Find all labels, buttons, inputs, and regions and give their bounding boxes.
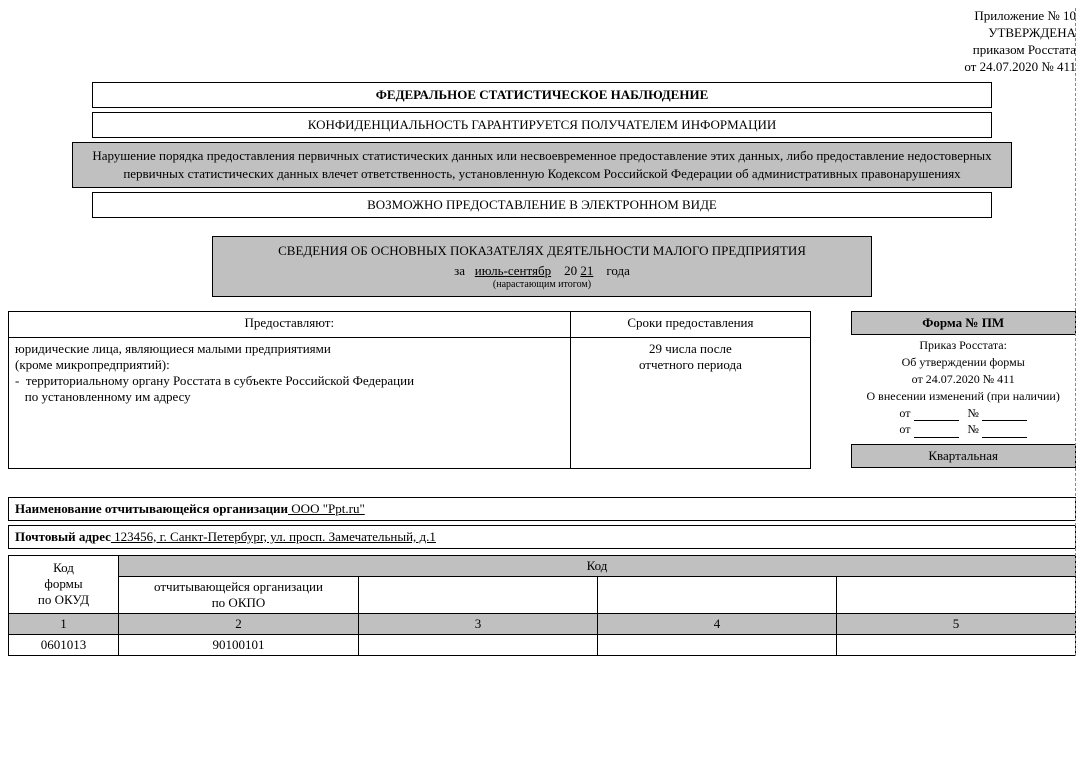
okud-header: Код формы по ОКУД xyxy=(9,555,119,613)
num-2: 2 xyxy=(119,613,359,634)
utv-label: Об утверждении формы xyxy=(851,354,1076,371)
code-h5 xyxy=(837,576,1076,613)
right-info: Приказ Росстата: Об утверждении формы от… xyxy=(851,337,1076,438)
period-month: июль-сентябр xyxy=(475,263,551,278)
approved-line: УТВЕРЖДЕНА xyxy=(8,25,1076,42)
org-addr-row: Почтовый адрес 123456, г. Санкт-Петербур… xyxy=(8,525,1076,549)
who-line-3: - территориальному органу Росстата в суб… xyxy=(15,373,564,389)
period-year: 21 xyxy=(580,263,593,278)
code-table: Код формы по ОКУД Код отчитывающейся орг… xyxy=(8,555,1076,656)
num-4: 4 xyxy=(598,613,837,634)
org-addr-value: 123456, г. Санкт-Петербург, ул. просп. З… xyxy=(111,529,436,544)
period-note: (нарастающим итогом) xyxy=(219,279,865,290)
za-label: за xyxy=(454,263,465,278)
deadline-cell: 29 числа после отчетного периода xyxy=(570,337,811,468)
deadline-line-2: отчетного периода xyxy=(577,357,805,373)
forma-box: Форма № ПМ xyxy=(851,311,1076,335)
val-okud: 0601013 xyxy=(9,634,119,655)
period-20: 20 xyxy=(564,263,577,278)
deadline-line-1: 29 числа после xyxy=(577,341,805,357)
deadline-header: Сроки предоставления xyxy=(570,311,811,337)
goda-label: года xyxy=(606,263,630,278)
changes-label: О внесении изменений (при наличии) xyxy=(851,388,1076,405)
ot-date-label: от 24.07.2020 № 411 xyxy=(851,371,1076,388)
change-row-2: от № xyxy=(851,421,1076,438)
code-h4 xyxy=(598,576,837,613)
provide-cell: юридические лица, являющиеся малыми пред… xyxy=(9,337,571,468)
violation-box: Нарушение порядка предоставления первичн… xyxy=(72,142,1012,188)
section-title: СВЕДЕНИЯ ОБ ОСНОВНЫХ ПОКАЗАТЕЛЯХ ДЕЯТЕЛЬ… xyxy=(219,243,865,259)
approval-header: Приложение № 10 УТВЕРЖДЕНА приказом Росс… xyxy=(8,8,1076,76)
org-name-row: Наименование отчитывающейся организации … xyxy=(8,497,1076,521)
who-line-2: (кроме микропредприятий): xyxy=(15,357,564,373)
appendix-line: Приложение № 10 xyxy=(8,8,1076,25)
provide-header: Предоставляют: xyxy=(9,311,571,337)
title-box: ФЕДЕРАЛЬНОЕ СТАТИСТИЧЕСКОЕ НАБЛЮДЕНИЕ xyxy=(92,82,992,108)
val-4 xyxy=(598,634,837,655)
quarterly-box: Квартальная xyxy=(851,444,1076,468)
code-span-header: Код xyxy=(119,555,1076,576)
electronic-box: ВОЗМОЖНО ПРЕДОСТАВЛЕНИЕ В ЭЛЕКТРОННОМ ВИ… xyxy=(92,192,992,218)
num-1: 1 xyxy=(9,613,119,634)
okpo-header: отчитывающейся организации по ОКПО xyxy=(119,576,359,613)
period-line: за июль-сентябр 20 21 года xyxy=(219,263,865,279)
org-name-label: Наименование отчитывающейся организации xyxy=(15,501,288,516)
provide-deadline-table: Предоставляют: Сроки предоставления Форм… xyxy=(8,311,1076,469)
org-name-value: ООО "Ppt.ru" xyxy=(288,501,365,516)
val-3 xyxy=(359,634,598,655)
who-line-4: по установленному им адресу xyxy=(15,389,564,405)
section-box: СВЕДЕНИЯ ОБ ОСНОВНЫХ ПОКАЗАТЕЛЯХ ДЕЯТЕЛЬ… xyxy=(212,236,872,297)
org-addr-label: Почтовый адрес xyxy=(15,529,111,544)
change-row-1: от № xyxy=(851,405,1076,422)
code-h3 xyxy=(359,576,598,613)
confidential-box: КОНФИДЕНЦИАЛЬНОСТЬ ГАРАНТИРУЕТСЯ ПОЛУЧАТ… xyxy=(92,112,992,138)
by-order-line: приказом Росстата xyxy=(8,42,1076,59)
num-5: 5 xyxy=(837,613,1076,634)
who-line-1: юридические лица, являющиеся малыми пред… xyxy=(15,341,564,357)
val-okpo: 90100101 xyxy=(119,634,359,655)
prikaz-label: Приказ Росстата: xyxy=(851,337,1076,354)
date-no-line: от 24.07.2020 № 411 xyxy=(8,59,1076,76)
val-5 xyxy=(837,634,1076,655)
num-3: 3 xyxy=(359,613,598,634)
